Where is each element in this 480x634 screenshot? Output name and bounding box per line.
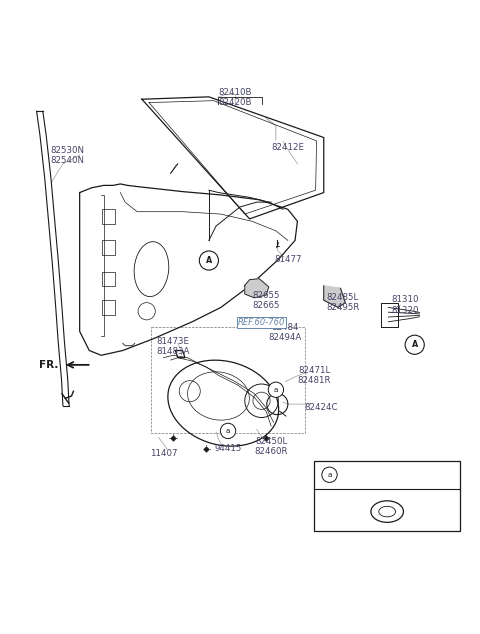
Text: 82530N
82540N: 82530N 82540N xyxy=(51,146,84,165)
Text: 82485L
82495R: 82485L 82495R xyxy=(326,293,360,313)
Circle shape xyxy=(220,424,236,439)
Circle shape xyxy=(405,335,424,354)
Text: 81473E
81483A: 81473E 81483A xyxy=(156,337,190,356)
Text: 11407: 11407 xyxy=(150,449,177,458)
Circle shape xyxy=(268,382,284,398)
Text: 81310
81320: 81310 81320 xyxy=(391,295,419,314)
Text: a: a xyxy=(274,387,278,392)
Bar xyxy=(102,301,115,314)
Text: FR.: FR. xyxy=(39,360,58,370)
Text: 1731JE: 1731JE xyxy=(384,500,416,509)
Bar xyxy=(102,271,115,286)
Text: 81477: 81477 xyxy=(274,255,301,264)
Text: 82484
82494A: 82484 82494A xyxy=(269,323,302,342)
Text: 82450L
82460R: 82450L 82460R xyxy=(254,437,288,456)
Circle shape xyxy=(322,467,337,482)
Circle shape xyxy=(199,251,218,270)
Text: a: a xyxy=(226,428,230,434)
Bar xyxy=(102,209,115,224)
Text: a: a xyxy=(327,472,332,478)
Text: A: A xyxy=(411,340,418,349)
Text: 82410B
82420B: 82410B 82420B xyxy=(218,88,252,108)
Text: REF.60-760: REF.60-760 xyxy=(238,318,285,327)
Polygon shape xyxy=(324,286,345,307)
Text: A: A xyxy=(206,256,212,265)
Text: 82424C: 82424C xyxy=(305,403,338,413)
Text: 82471L
82481R: 82471L 82481R xyxy=(298,366,331,385)
Bar xyxy=(314,460,460,531)
Text: 94415: 94415 xyxy=(215,444,242,453)
Polygon shape xyxy=(245,279,269,298)
Text: 82655
82665: 82655 82665 xyxy=(252,290,280,310)
Text: 82412E: 82412E xyxy=(271,143,304,152)
Bar xyxy=(102,240,115,255)
